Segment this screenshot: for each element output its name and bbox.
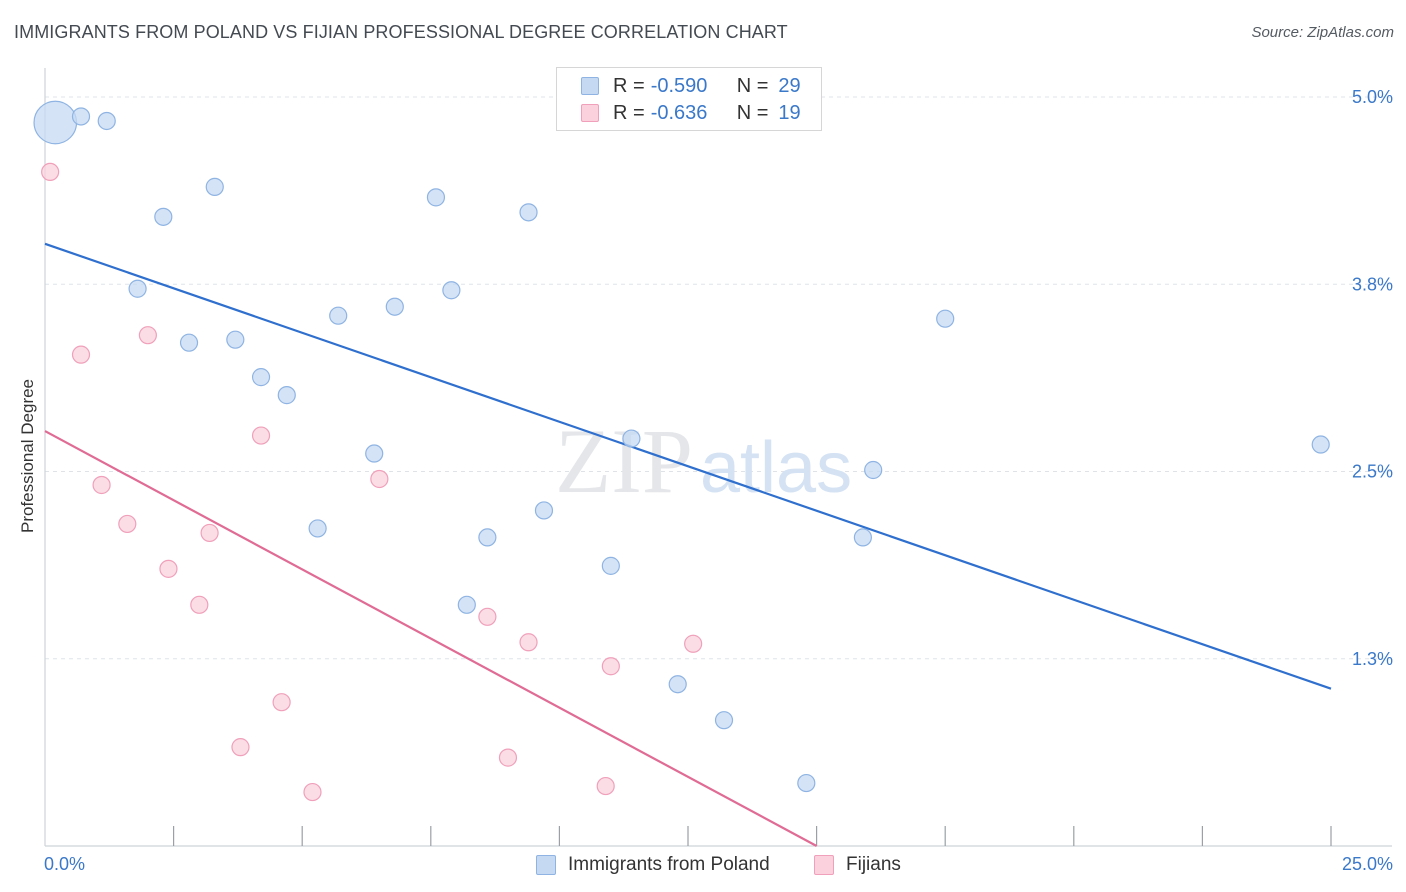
fijian-point — [71, 345, 91, 364]
poland-point — [277, 386, 296, 405]
legend-label-poland: Immigrants from Poland — [568, 854, 770, 875]
poland-point — [936, 309, 955, 328]
legend-r-value: -0.590 — [650, 74, 708, 97]
legend-r-label: R = — [613, 74, 645, 97]
correlation-legend: R = -0.590 N = 29 R = -0.636 N = 19 — [556, 67, 822, 131]
poland-point — [601, 556, 620, 575]
poland-point — [71, 107, 91, 126]
source-credit: Source: ZipAtlas.com — [1251, 24, 1394, 41]
poland-point — [128, 279, 147, 298]
poland-point — [33, 100, 78, 145]
fijian-legend-swatch-icon — [814, 855, 834, 875]
fijian-point — [498, 748, 518, 767]
fijian-swatch-icon — [581, 104, 599, 122]
fijian-point — [118, 514, 137, 534]
chart-title: IMMIGRANTS FROM POLAND VS FIJIAN PROFESS… — [14, 22, 788, 42]
legend-row-poland: R = -0.590 N = 29 — [581, 74, 801, 98]
legend-r-value: -0.636 — [650, 101, 708, 124]
legend-label-fijians: Fijians — [846, 854, 901, 875]
poland-point — [97, 111, 116, 131]
fijian-point — [190, 595, 209, 614]
legend-item-fijians: Fijians — [814, 852, 901, 878]
fijian-point — [159, 559, 178, 578]
poland-point — [864, 460, 883, 480]
poland-point — [519, 203, 538, 222]
poland-point — [329, 306, 348, 325]
poland-point — [1311, 435, 1330, 454]
fijian-point — [478, 607, 497, 626]
fijian-point — [601, 657, 620, 676]
poland-point — [442, 281, 461, 300]
legend-r-label: R = — [613, 101, 645, 124]
legend-n-label: N = — [736, 101, 769, 124]
poland-point — [365, 444, 384, 463]
poland-point — [457, 595, 476, 614]
fijian-point — [272, 693, 291, 712]
legend-item-poland: Immigrants from Poland — [536, 852, 770, 878]
poland-point — [668, 675, 687, 694]
poland-point — [205, 177, 224, 196]
legend-n-value: 19 — [778, 101, 801, 124]
fijian-point — [231, 738, 250, 757]
fijian-point — [684, 634, 703, 653]
y-tick-label: 3.8% — [1352, 274, 1393, 294]
poland-point — [426, 188, 446, 207]
poland-point — [308, 519, 327, 538]
y-tick-label: 2.5% — [1352, 462, 1393, 482]
x-tick-label: 25.0% — [1342, 854, 1393, 874]
poland-point — [797, 773, 816, 793]
watermark-atlas: atlas — [700, 428, 852, 508]
y-axis-label: Professional Degree — [18, 378, 37, 534]
y-tick-label: 5.0% — [1352, 87, 1393, 107]
fijian-point — [303, 782, 322, 802]
x-tick-label: 0.0% — [44, 854, 85, 874]
poland-swatch-icon — [581, 77, 599, 95]
fijian-point — [138, 326, 157, 345]
fijian-point — [596, 776, 615, 796]
poland-point — [478, 528, 497, 547]
poland-point — [251, 368, 271, 387]
poland-point — [154, 207, 173, 226]
fijian-point — [251, 426, 271, 445]
y-tick-label: 1.3% — [1352, 649, 1393, 669]
poland-point — [534, 501, 554, 520]
fijian-point — [41, 162, 60, 181]
poland-point — [179, 333, 199, 352]
fijian-point — [519, 633, 538, 652]
legend-n-value: 29 — [778, 74, 801, 97]
legend-row-fijians: R = -0.636 N = 19 — [581, 101, 801, 125]
fijian-trend-line — [44, 430, 818, 847]
poland-point — [226, 330, 245, 349]
poland-trend-line — [44, 242, 1332, 690]
poland-point — [622, 429, 641, 448]
fijian-point — [370, 469, 389, 489]
fijian-point — [200, 523, 219, 543]
poland-legend-swatch-icon — [536, 855, 556, 875]
legend-n-label: N = — [736, 74, 769, 97]
poland-point — [714, 711, 734, 730]
fijian-point — [92, 475, 111, 495]
poland-point — [385, 297, 404, 316]
poland-point — [853, 528, 872, 547]
